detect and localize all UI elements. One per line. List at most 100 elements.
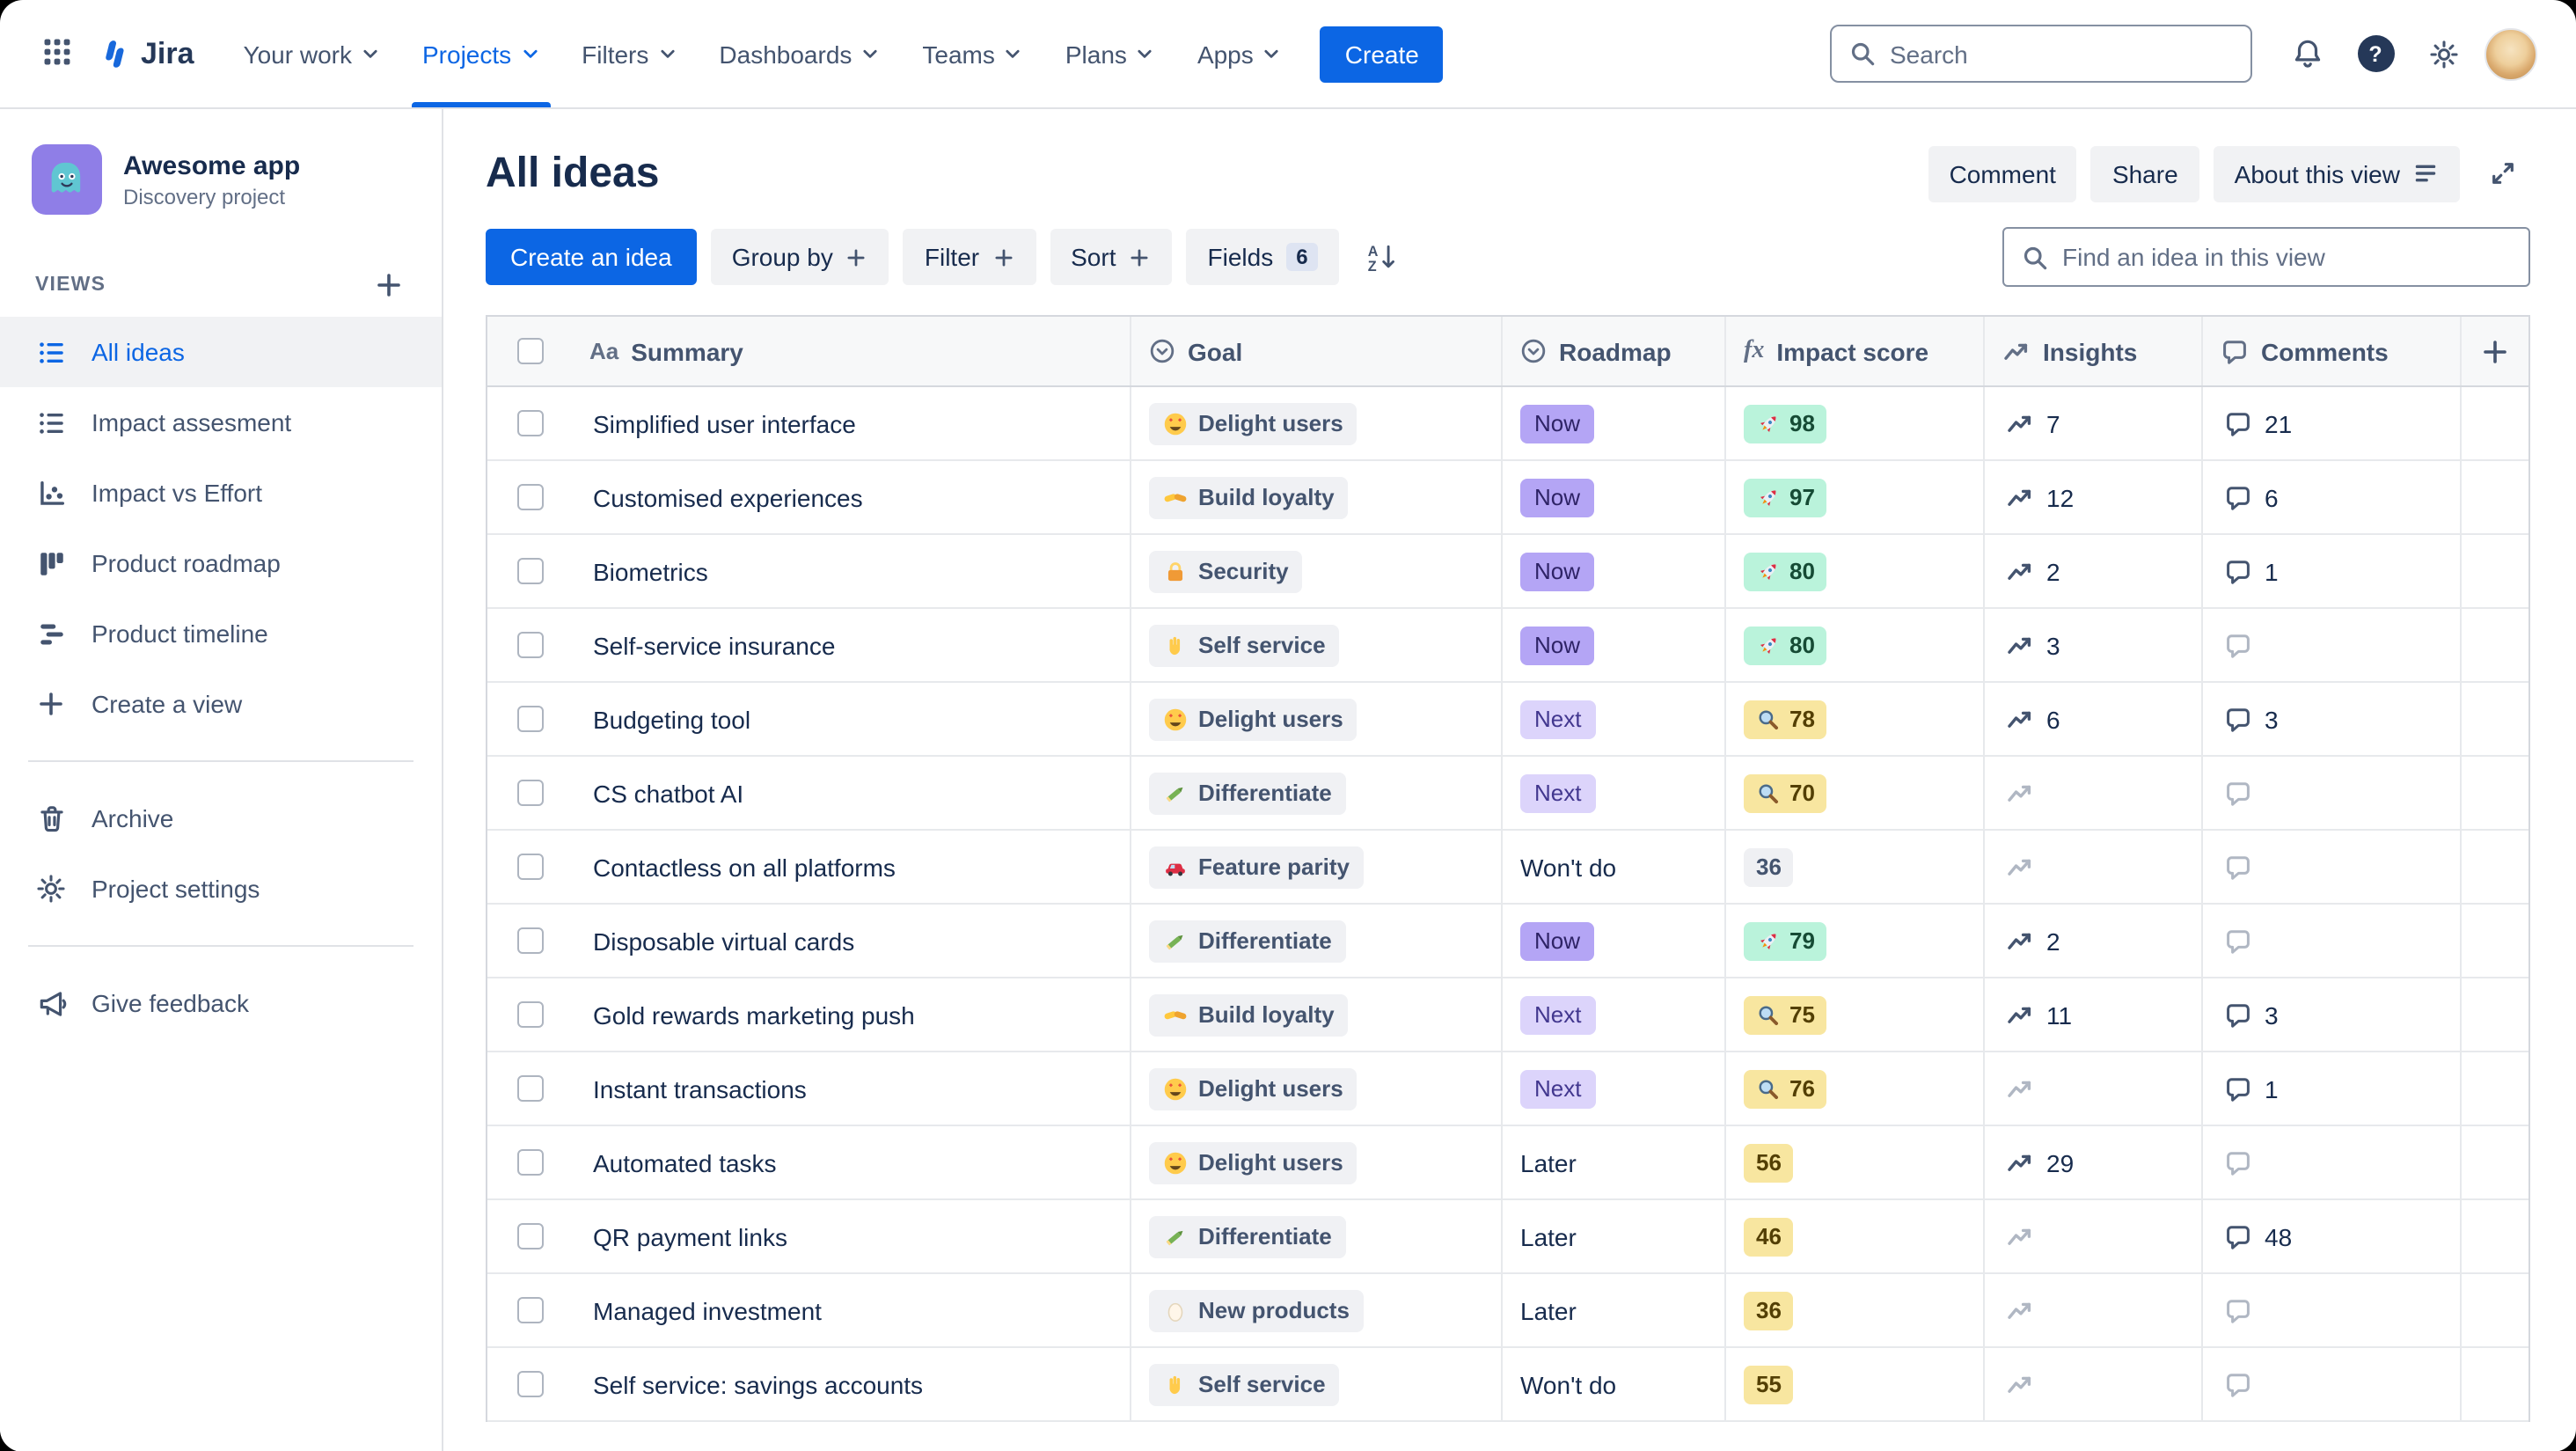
impact-score-cell[interactable]: 79 (1726, 905, 1985, 977)
table-row[interactable]: QR payment links Differentiate Later 46 48 (487, 1200, 2528, 1274)
share-button[interactable]: Share (2090, 145, 2199, 202)
goal-cell[interactable]: Differentiate (1131, 1200, 1503, 1272)
row-checkbox[interactable] (516, 632, 543, 658)
notifications-button[interactable] (2279, 26, 2335, 82)
summary-cell[interactable]: CS chatbot AI (572, 757, 1131, 829)
summary-cell[interactable]: Self-service insurance (572, 609, 1131, 681)
goal-cell[interactable]: Differentiate (1131, 905, 1503, 977)
comments-cell[interactable] (2203, 831, 2462, 903)
row-checkbox[interactable] (516, 1149, 543, 1176)
comments-cell[interactable] (2203, 1348, 2462, 1420)
comments-cell[interactable] (2203, 757, 2462, 829)
filter-button[interactable]: Filter (903, 229, 1036, 285)
row-checkbox[interactable] (516, 558, 543, 584)
comments-cell[interactable] (2203, 1126, 2462, 1198)
roadmap-cell[interactable]: Now (1503, 609, 1726, 681)
roadmap-cell[interactable]: Now (1503, 461, 1726, 533)
nav-item-your-work[interactable]: Your work (223, 0, 402, 107)
global-search[interactable] (1830, 25, 2252, 83)
row-checkbox[interactable] (516, 410, 543, 436)
impact-score-cell[interactable]: 55 (1726, 1348, 1985, 1420)
summary-cell[interactable]: Budgeting tool (572, 683, 1131, 755)
row-checkbox[interactable] (516, 780, 543, 806)
insights-cell[interactable]: 12 (1985, 461, 2203, 533)
add-view-button[interactable] (368, 264, 410, 306)
comments-cell[interactable] (2203, 609, 2462, 681)
roadmap-cell[interactable]: Won't do (1503, 1348, 1726, 1420)
insights-cell[interactable] (1985, 831, 2203, 903)
comments-cell[interactable]: 3 (2203, 978, 2462, 1051)
fullscreen-button[interactable] (2474, 145, 2530, 202)
comments-cell[interactable] (2203, 1274, 2462, 1346)
goal-cell[interactable]: Delight users (1131, 1052, 1503, 1125)
column-header-summary[interactable]: Aa Summary (572, 317, 1131, 385)
goal-cell[interactable]: New products (1131, 1274, 1503, 1346)
comments-cell[interactable]: 48 (2203, 1200, 2462, 1272)
insights-cell[interactable] (1985, 1052, 2203, 1125)
goal-cell[interactable]: Feature parity (1131, 831, 1503, 903)
goal-cell[interactable]: Delight users (1131, 387, 1503, 459)
sidebar-item-impact-assesment[interactable]: Impact assesment (0, 387, 442, 458)
roadmap-cell[interactable]: Next (1503, 757, 1726, 829)
impact-score-cell[interactable]: 36 (1726, 1274, 1985, 1346)
roadmap-cell[interactable]: Later (1503, 1126, 1726, 1198)
select-all-checkbox[interactable] (516, 338, 543, 364)
table-row[interactable]: Managed investment New products Later 36 (487, 1274, 2528, 1348)
goal-cell[interactable]: Build loyalty (1131, 978, 1503, 1051)
insights-cell[interactable]: 3 (1985, 609, 2203, 681)
table-row[interactable]: Contactless on all platforms Feature pari… (487, 831, 2528, 905)
summary-cell[interactable]: Contactless on all platforms (572, 831, 1131, 903)
comments-cell[interactable]: 1 (2203, 1052, 2462, 1125)
nav-item-projects[interactable]: Projects (401, 0, 560, 107)
table-row[interactable]: Budgeting tool Delight users Next 78 6 3 (487, 683, 2528, 757)
impact-score-cell[interactable]: 75 (1726, 978, 1985, 1051)
insights-cell[interactable] (1985, 1274, 2203, 1346)
add-column-button[interactable] (2462, 317, 2528, 385)
goal-cell[interactable]: Self service (1131, 1348, 1503, 1420)
comments-cell[interactable]: 6 (2203, 461, 2462, 533)
sidebar-item-project-settings[interactable]: Project settings (0, 854, 442, 924)
nav-item-apps[interactable]: Apps (1176, 0, 1303, 107)
impact-score-cell[interactable]: 98 (1726, 387, 1985, 459)
sidebar-item-archive[interactable]: Archive (0, 783, 442, 854)
column-header-goal[interactable]: Goal (1131, 317, 1503, 385)
about-this-view-button[interactable]: About this view (2213, 145, 2460, 202)
impact-score-cell[interactable]: 76 (1726, 1052, 1985, 1125)
roadmap-cell[interactable]: Later (1503, 1200, 1726, 1272)
nav-item-teams[interactable]: Teams (901, 0, 1043, 107)
impact-score-cell[interactable]: 46 (1726, 1200, 1985, 1272)
help-button[interactable]: ? (2347, 26, 2404, 82)
summary-cell[interactable]: Biometrics (572, 535, 1131, 607)
summary-cell[interactable]: Customised experiences (572, 461, 1131, 533)
insights-cell[interactable] (1985, 1348, 2203, 1420)
sidebar-item-give-feedback[interactable]: Give feedback (0, 968, 442, 1038)
roadmap-cell[interactable]: Next (1503, 683, 1726, 755)
impact-score-cell[interactable]: 80 (1726, 535, 1985, 607)
row-checkbox[interactable] (516, 1371, 543, 1397)
roadmap-cell[interactable]: Later (1503, 1274, 1726, 1346)
create-button[interactable]: Create (1320, 26, 1444, 82)
goal-cell[interactable]: Security (1131, 535, 1503, 607)
nav-item-filters[interactable]: Filters (560, 0, 698, 107)
find-idea-input[interactable] (2062, 243, 2511, 271)
goal-cell[interactable]: Self service (1131, 609, 1503, 681)
summary-cell[interactable]: Disposable virtual cards (572, 905, 1131, 977)
row-checkbox[interactable] (516, 1297, 543, 1323)
sort-button[interactable]: Sort (1050, 229, 1173, 285)
sidebar-item-product-timeline[interactable]: Product timeline (0, 598, 442, 669)
comment-button[interactable]: Comment (1928, 145, 2077, 202)
row-checkbox[interactable] (516, 1223, 543, 1249)
roadmap-cell[interactable]: Now (1503, 905, 1726, 977)
settings-button[interactable] (2416, 26, 2472, 82)
table-row[interactable]: Instant transactions Delight users Next 76 1 (487, 1052, 2528, 1126)
row-checkbox[interactable] (516, 927, 543, 954)
impact-score-cell[interactable]: 80 (1726, 609, 1985, 681)
table-row[interactable]: Simplified user interface Delight users No… (487, 387, 2528, 461)
fields-button[interactable]: Fields 6 (1186, 229, 1340, 285)
table-row[interactable]: Customised experiences Build loyalty Now 97… (487, 461, 2528, 535)
sidebar-item-impact-vs-effort[interactable]: Impact vs Effort (0, 458, 442, 528)
row-checkbox[interactable] (516, 1001, 543, 1028)
impact-score-cell[interactable]: 56 (1726, 1126, 1985, 1198)
table-row[interactable]: Gold rewards marketing push Build loyalty… (487, 978, 2528, 1052)
